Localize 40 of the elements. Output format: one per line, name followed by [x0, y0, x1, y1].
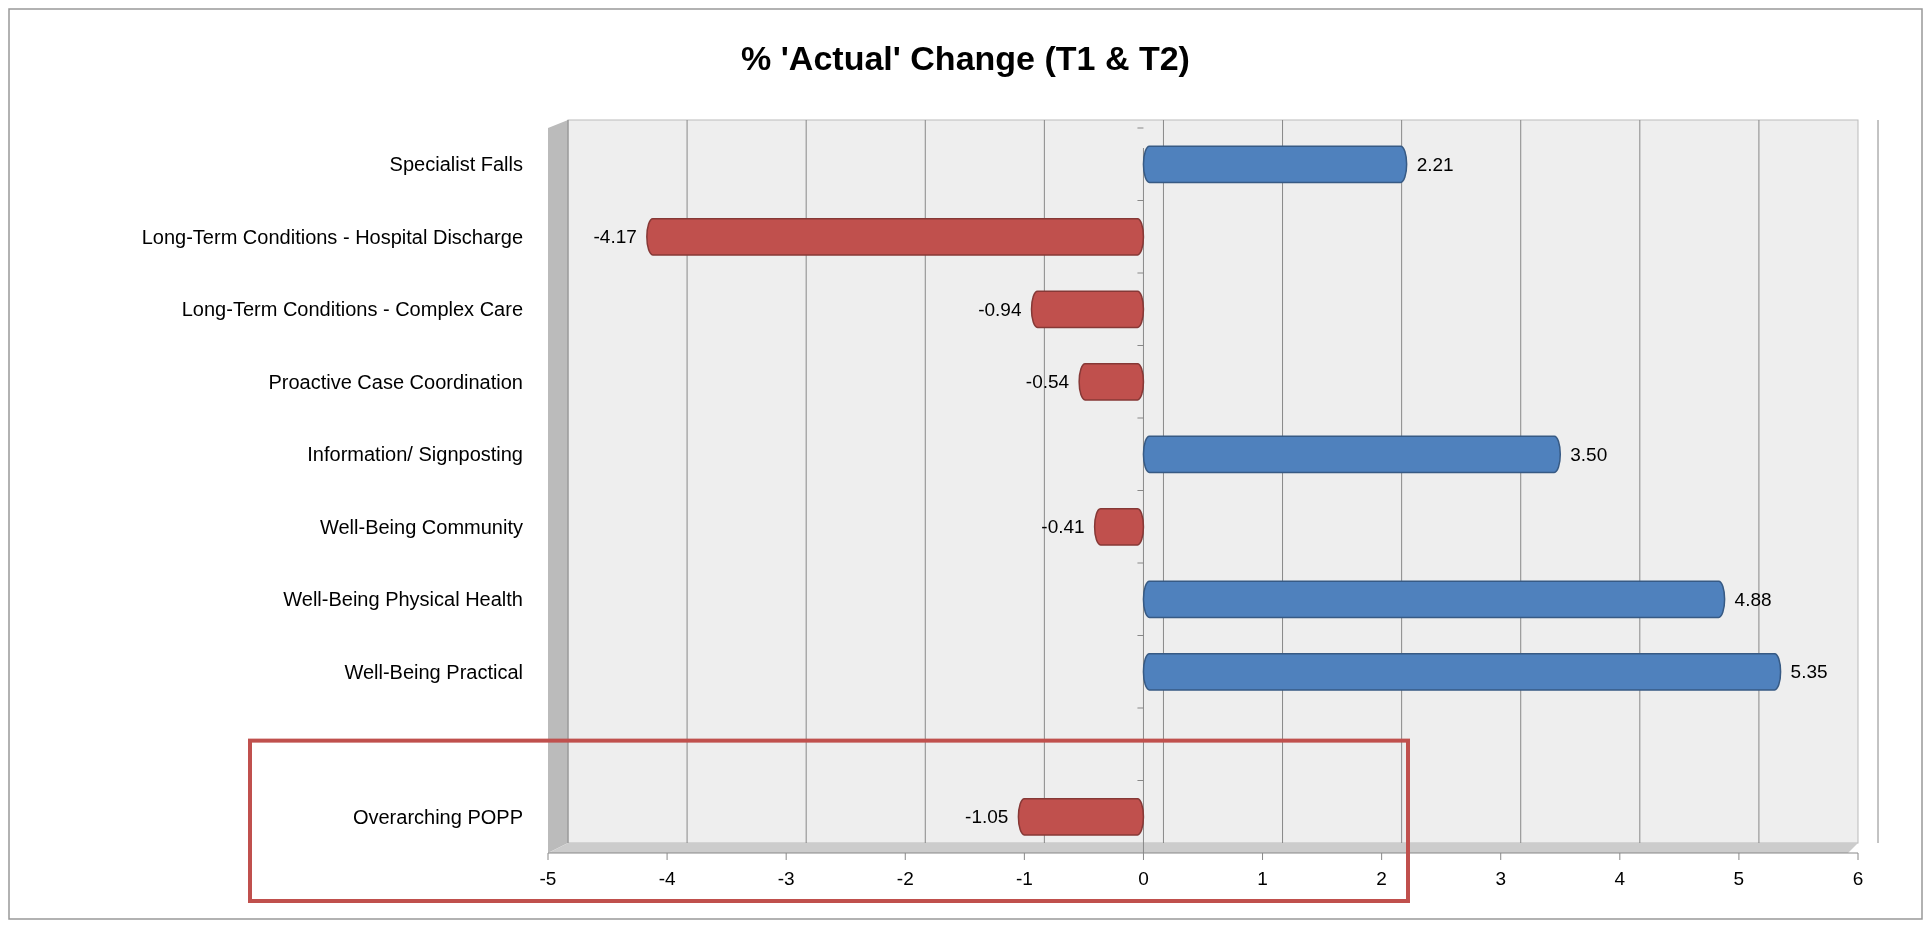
x-tick-label: -5	[539, 868, 557, 889]
x-tick-label: -1	[1015, 868, 1033, 889]
y-tick-label: Well-Being Practical	[344, 660, 523, 683]
y-tick-label: Long-Term Conditions - Hospital Discharge	[141, 225, 523, 248]
y-tick-label: Information/ Signposting	[307, 443, 523, 466]
x-tick-label: 2	[1376, 868, 1387, 889]
x-tick-label: 1	[1257, 868, 1268, 889]
y-tick-label: Well-Being Physical Health	[283, 588, 523, 611]
x-tick-label: 4	[1614, 868, 1626, 889]
y-tick-label: Specialist Falls	[389, 153, 523, 176]
bar	[646, 217, 1145, 256]
data-label: -0.54	[1025, 371, 1070, 393]
bar	[1142, 435, 1562, 474]
data-label: 5.35	[1790, 661, 1828, 683]
x-tick-label: 0	[1138, 868, 1149, 889]
y-tick-label: Proactive Case Coordination	[268, 370, 523, 393]
y-tick-label: Long-Term Conditions - Complex Care	[181, 298, 523, 321]
bar	[1142, 580, 1726, 619]
x-tick-label: 6	[1852, 868, 1864, 889]
data-label: 2.21	[1416, 153, 1454, 175]
x-tick-label: -4	[658, 868, 676, 889]
bar	[1078, 362, 1145, 401]
data-label: -1.05	[965, 806, 1009, 828]
data-label: 4.88	[1734, 588, 1772, 610]
y-tick-label: Overarching POPP	[352, 805, 523, 828]
x-tick-label: 3	[1495, 868, 1507, 889]
bar	[1142, 652, 1782, 691]
data-label: -0.41	[1041, 516, 1085, 538]
bar	[1017, 797, 1145, 836]
bar	[1030, 290, 1145, 329]
x-tick-label: -2	[896, 868, 914, 889]
data-label: 3.50	[1570, 443, 1608, 465]
y-tick-label: Well-Being Community	[319, 515, 523, 538]
bar	[1142, 145, 1408, 184]
x-tick-label: -3	[777, 868, 795, 889]
data-label: -4.17	[593, 226, 637, 248]
data-label: -0.94	[978, 298, 1022, 320]
x-tick-label: 5	[1733, 868, 1745, 889]
bar	[1093, 507, 1145, 546]
chart-title: % 'Actual' Change (T1 & T2)	[741, 39, 1190, 77]
